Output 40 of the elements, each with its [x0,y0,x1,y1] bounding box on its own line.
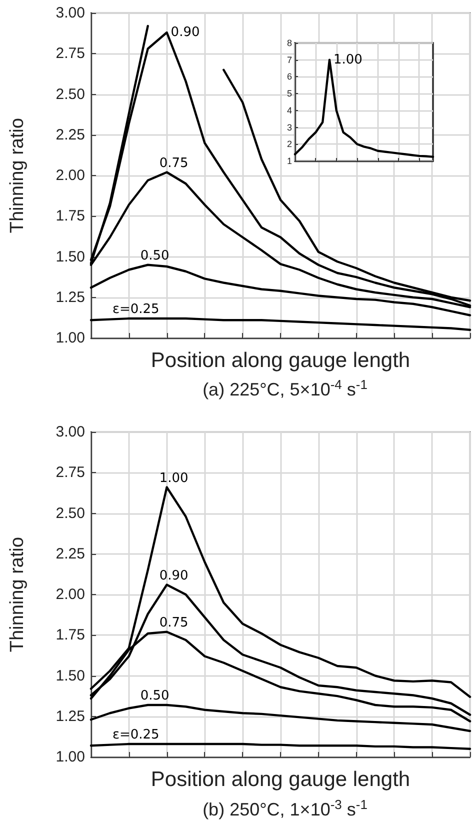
series-label: ε=0.25 [112,728,160,742]
y-tick-label: 2.00 [56,167,85,184]
y-tick-label: 3.00 [56,424,85,440]
y-tick-label: 1.75 [56,626,85,644]
y-tick-label: 6 [286,72,292,82]
y-tick-label: 2.25 [56,126,85,144]
y-tick-label: 2.25 [56,545,85,562]
y-tick-label: 7 [286,54,292,65]
x-axis-title: Position along gauge length [150,349,410,372]
y-tick-label: 2.75 [56,45,85,62]
series-label: 1.00 [159,470,188,486]
series-label: 0.90 [170,25,200,40]
y-axis-title: Thinning ratio [7,536,28,652]
y-tick-label: 1.50 [56,667,85,684]
series-label: 1.00 [334,52,362,68]
y-tick-label: 2 [286,139,292,150]
y-tick-label: 5 [286,88,292,99]
y-tick-label: 4 [286,105,292,116]
y-tick-label: 1.00 [56,330,85,346]
y-tick-label: 3.00 [56,4,85,22]
series-label: 0.75 [159,156,188,171]
y-tick-label: 3 [286,122,292,132]
y-axis-title: Thinning ratio [7,118,28,234]
y-tick-label: 1 [286,156,292,166]
y-tick-label: 1.00 [56,748,85,766]
series-label: 0.90 [159,568,188,584]
y-tick-label: 2.75 [56,464,85,482]
series-label: 0.50 [140,248,170,264]
y-tick-label: 2.00 [56,586,85,603]
y-tick-label: 1.50 [56,248,85,266]
y-tick-label: 2.50 [56,86,85,103]
x-axis-title: Position along gauge length [150,768,410,791]
series-label: 0.50 [140,688,170,704]
y-tick-label: 1.25 [56,708,85,725]
y-tick-label: 1.25 [56,288,85,306]
series-label: ε=0.25 [112,302,160,317]
y-tick-label: 1.75 [56,208,85,225]
y-tick-label: 2.50 [56,504,85,522]
series-label: 0.75 [159,615,188,630]
y-tick-label: 8 [286,38,292,48]
